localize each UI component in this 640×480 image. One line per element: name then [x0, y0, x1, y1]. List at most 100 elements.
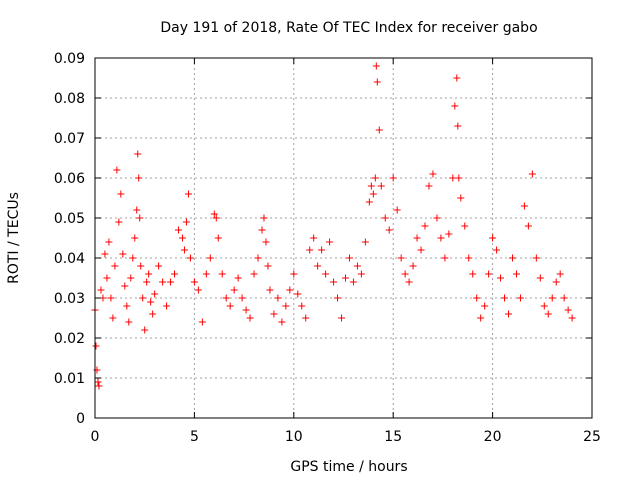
data-point [421, 222, 429, 230]
data-point [134, 150, 142, 158]
data-point [425, 182, 433, 190]
data-point [266, 286, 274, 294]
data-point [127, 274, 135, 282]
data-point [119, 250, 127, 258]
data-point [489, 234, 497, 242]
data-point [254, 254, 262, 262]
data-point [264, 262, 272, 270]
data-points [91, 62, 576, 390]
data-point [375, 126, 383, 134]
x-tick-label: 20 [484, 429, 502, 445]
data-point [334, 294, 342, 302]
data-point [95, 382, 103, 390]
data-point [109, 314, 117, 322]
grid-lines [95, 58, 592, 418]
data-point [568, 314, 576, 322]
data-point [155, 262, 163, 270]
data-point [520, 202, 528, 210]
data-point [129, 254, 137, 262]
data-point [182, 218, 190, 226]
data-point [125, 318, 133, 326]
data-point [107, 294, 115, 302]
data-point [141, 326, 149, 334]
data-point [322, 270, 330, 278]
data-point [349, 278, 357, 286]
data-point [326, 238, 334, 246]
data-point [94, 378, 102, 386]
data-point [437, 234, 445, 242]
data-point [222, 294, 230, 302]
tick-labels: 0 0.01 0.02 0.03 0.04 0.05 0.06 0.07 0.08 0.09 0 5 1… [54, 51, 601, 445]
data-point [117, 190, 125, 198]
chart-title: Day 191 of 2018, Rate Of TEC Index for r… [160, 20, 537, 36]
data-point [139, 294, 147, 302]
data-point [226, 302, 234, 310]
data-point [147, 298, 155, 306]
x-tick-label: 15 [384, 429, 402, 445]
data-point [373, 78, 381, 86]
data-point [457, 194, 465, 202]
data-point [178, 234, 186, 242]
plot-border [94, 57, 593, 419]
data-point [341, 274, 349, 282]
data-point [365, 198, 373, 206]
data-point [548, 294, 556, 302]
data-point [97, 286, 105, 294]
data-point [163, 302, 171, 310]
data-point [417, 246, 425, 254]
data-point [461, 222, 469, 230]
data-point [101, 250, 109, 258]
data-point [454, 122, 462, 130]
data-point [135, 174, 143, 182]
data-point [137, 262, 145, 270]
tick-marks [94, 57, 593, 419]
data-point [481, 302, 489, 310]
data-point [508, 254, 516, 262]
data-point [493, 246, 501, 254]
data-point [167, 278, 175, 286]
data-point [357, 270, 365, 278]
data-point [298, 302, 306, 310]
data-point [194, 286, 202, 294]
data-point [381, 214, 389, 222]
data-point [455, 174, 463, 182]
data-point [123, 302, 131, 310]
data-point [210, 210, 218, 218]
data-point [184, 190, 192, 198]
data-point [143, 278, 151, 286]
data-point [532, 254, 540, 262]
data-point [103, 274, 111, 282]
y-tick-label: 0.07 [54, 131, 85, 147]
data-point [250, 270, 258, 278]
y-tick-label: 0.02 [54, 331, 85, 347]
data-point [377, 182, 385, 190]
data-point [115, 218, 123, 226]
data-point [159, 278, 167, 286]
y-tick-label: 0.04 [54, 251, 85, 267]
data-point [469, 270, 477, 278]
data-point [294, 290, 302, 298]
y-axis-label: ROTI / TECUs [6, 192, 22, 284]
data-point [497, 274, 505, 282]
data-point [353, 262, 361, 270]
data-point [560, 294, 568, 302]
data-point [212, 214, 220, 222]
data-point [133, 206, 141, 214]
data-point [149, 310, 157, 318]
x-tick-label: 10 [285, 429, 303, 445]
data-point [477, 314, 485, 322]
data-point [290, 270, 298, 278]
data-point [318, 246, 326, 254]
data-point [429, 170, 437, 178]
x-tick-label: 5 [190, 429, 199, 445]
data-point [552, 278, 560, 286]
data-point [218, 270, 226, 278]
data-point [556, 270, 564, 278]
data-point [473, 294, 481, 302]
data-point [145, 270, 153, 278]
data-point [302, 314, 310, 322]
data-point [274, 294, 282, 302]
data-point [385, 226, 393, 234]
data-point [214, 234, 222, 242]
data-point [234, 274, 242, 282]
